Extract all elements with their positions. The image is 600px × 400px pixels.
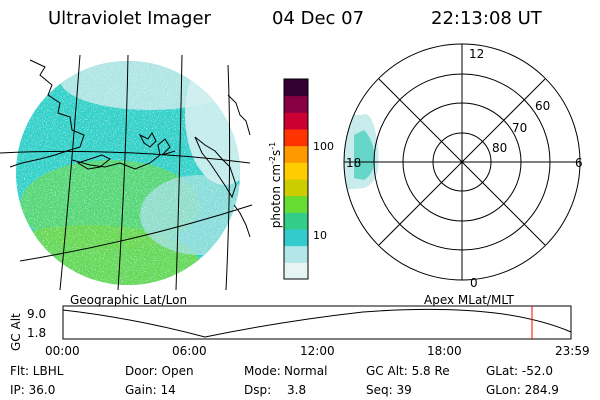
- instrument-title: Ultraviolet Imager: [48, 8, 211, 29]
- colorbar-cell: [284, 129, 308, 147]
- info-dsp-label: Dsp:: [244, 383, 272, 397]
- altitude-xtick-0: 00:00: [45, 344, 80, 358]
- info-seq: Seq: 39: [366, 383, 412, 397]
- colorbar-label: photon cm-2s-1: [267, 130, 283, 240]
- header-time: 22:13:08 UT: [431, 8, 542, 29]
- altitude-xtick-3: 18:00: [427, 344, 462, 358]
- colorbar-tick-10: 10: [313, 229, 327, 242]
- altitude-ylabel: GC Alt: [9, 313, 23, 351]
- altitude-ylabel-text: GC Alt: [9, 313, 23, 351]
- info-mode-label: Mode:: [244, 364, 281, 378]
- info-mode-value: Normal: [284, 364, 328, 378]
- mlat-label-70: 70: [512, 121, 528, 135]
- altitude-xtick-1: 06:00: [172, 344, 207, 358]
- altitude-ytick-high: 9.0: [27, 307, 47, 321]
- info-ip: IP: 36.0: [10, 383, 56, 397]
- altitude-xtick-2: 12:00: [300, 344, 335, 358]
- altitude-xtick-4: 23:59: [555, 344, 590, 358]
- info-glat: GLat: -52.0: [486, 364, 553, 378]
- colorbar-cell: [284, 245, 308, 263]
- mlt-label-12: 12: [469, 47, 485, 61]
- colorbar-label-exp2: -1: [268, 141, 277, 150]
- colorbar-label-s: s: [269, 149, 283, 156]
- map-caption: Geographic Lat/Lon: [70, 293, 188, 307]
- geographic-map: [0, 54, 253, 291]
- colorbar-cell: [284, 95, 308, 113]
- colorbar-cell: [284, 195, 308, 213]
- mlat-label-80: 80: [492, 141, 508, 155]
- colorbar-cell: [284, 262, 308, 280]
- info-dsp-value: 3.8: [287, 383, 307, 397]
- colorbar-cell: [284, 162, 308, 180]
- info-glon: GLon: 284.9: [486, 383, 559, 397]
- colorbar-label-unit: photon cm: [269, 163, 283, 229]
- mlt-label-0: 0: [470, 276, 478, 290]
- colorbar-tick-100: 100: [313, 140, 334, 153]
- altitude-curve: [62, 308, 572, 338]
- colorbar-cell: [284, 229, 308, 247]
- colorbar-cell: [284, 145, 308, 163]
- info-gain: Gain: 14: [125, 383, 176, 397]
- colorbar-cell: [284, 79, 308, 97]
- altitude-plot: [62, 305, 572, 340]
- polar-mlt-plot: [343, 43, 581, 281]
- info-flt: Flt: LBHL: [10, 364, 64, 378]
- mlt-label-18: 18: [346, 156, 362, 170]
- mlat-label-60: 60: [535, 99, 551, 113]
- colorbar-label-exp1: -2: [268, 155, 277, 164]
- colorbar-cell: [284, 179, 308, 197]
- info-gc-alt: GC Alt: 5.8 Re: [366, 364, 450, 378]
- info-door: Door: Open: [125, 364, 194, 378]
- mlt-label-6: 6: [575, 156, 583, 170]
- colorbar-cell: [284, 212, 308, 230]
- header-date: 04 Dec 07: [272, 8, 365, 29]
- colorbar: [283, 78, 309, 280]
- altitude-ytick-low: 1.8: [27, 326, 47, 340]
- colorbar-cell: [284, 112, 308, 130]
- polar-caption: Apex MLat/MLT: [424, 293, 514, 307]
